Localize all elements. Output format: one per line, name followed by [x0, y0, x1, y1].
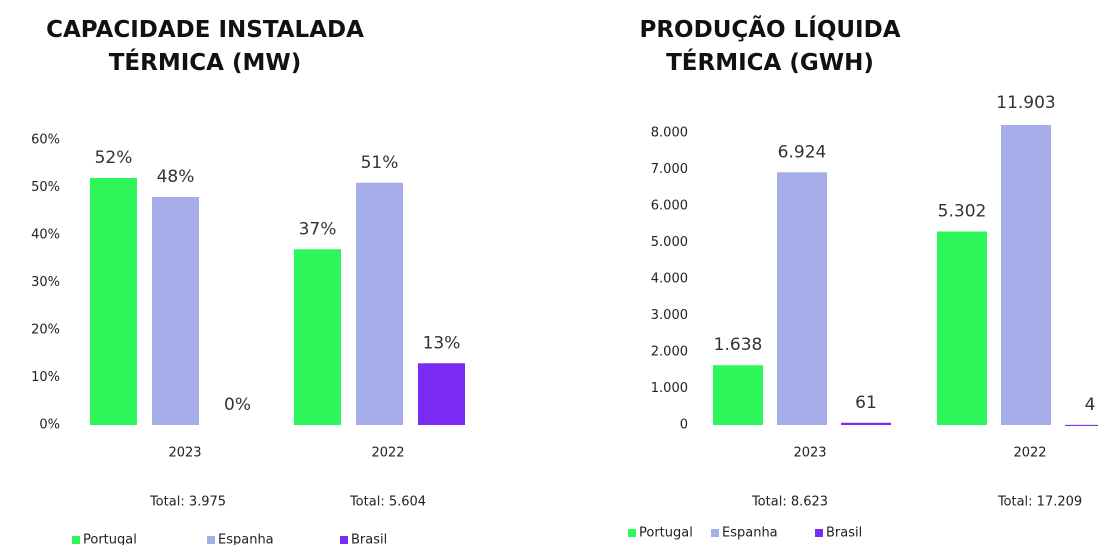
- legend-swatch: [711, 529, 719, 537]
- legend-label: Portugal: [83, 533, 137, 546]
- legend-label: Espanha: [722, 526, 778, 541]
- data-label: 4: [1085, 395, 1096, 415]
- data-label: 11.903: [996, 93, 1055, 113]
- total-label: Total: 3.975: [149, 495, 226, 510]
- data-label: 0%: [224, 395, 251, 415]
- y-tick-label: 10%: [31, 370, 60, 385]
- y-tick-label: 20%: [31, 323, 60, 338]
- bars: [713, 125, 1098, 426]
- data-label: 48%: [157, 167, 195, 187]
- x-tick-label: 2022: [371, 446, 404, 461]
- chart-title: CAPACIDADE INSTALADA TÉRMICA (MW): [46, 17, 364, 76]
- bar: [152, 197, 199, 425]
- y-tick-label: 7.000: [651, 162, 688, 177]
- y-tick-label: 6.000: [651, 199, 688, 214]
- y-tick-label: 30%: [31, 275, 60, 290]
- legend-swatch: [628, 529, 636, 537]
- data-label: 1.638: [714, 335, 763, 355]
- legend-swatch: [72, 536, 80, 544]
- x-tick-label: 2023: [168, 446, 201, 461]
- y-tick-label: 5.000: [651, 235, 688, 250]
- legend-swatch: [340, 536, 348, 544]
- total-label: Total: 17.209: [997, 495, 1082, 510]
- total-label: Total: 5.604: [349, 495, 426, 510]
- total-label: Total: 8.623: [751, 495, 828, 510]
- data-label: 6.924: [778, 142, 827, 162]
- data-label: 61: [855, 393, 877, 413]
- bar: [777, 172, 827, 425]
- legend-swatch: [815, 529, 823, 537]
- legend-label: Espanha: [218, 533, 274, 546]
- x-tick-label: 2022: [1013, 446, 1046, 461]
- bar: [1001, 125, 1051, 426]
- y-tick-label: 60%: [31, 133, 60, 148]
- y-tick-label: 0%: [39, 418, 60, 433]
- data-label: 51%: [361, 153, 399, 173]
- y-tick-label: 40%: [31, 228, 60, 243]
- bar: [418, 363, 465, 425]
- y-tick-label: 3.000: [651, 308, 688, 323]
- bar: [841, 422, 891, 425]
- legend-label: Brasil: [826, 526, 862, 541]
- y-tick-label: 1.000: [651, 381, 688, 396]
- bar: [90, 178, 137, 425]
- y-tick-label: 0: [680, 418, 688, 433]
- bar: [294, 249, 341, 425]
- y-tick-label: 50%: [31, 180, 60, 195]
- title-line: CAPACIDADE INSTALADA: [46, 17, 364, 43]
- data-label: 5.302: [938, 201, 987, 221]
- title-line: TÉRMICA (MW): [109, 48, 302, 76]
- data-label: 37%: [299, 219, 337, 239]
- bar: [1065, 424, 1098, 426]
- title-line: PRODUÇÃO LÍQUIDA: [639, 15, 900, 43]
- bar: [356, 182, 403, 425]
- y-tick-label: 8.000: [651, 126, 688, 141]
- x-tick-label: 2023: [793, 446, 826, 461]
- data-label: 52%: [95, 148, 133, 168]
- y-tick-label: 2.000: [651, 345, 688, 360]
- title-line: TÉRMICA (GWH): [666, 48, 874, 76]
- y-tick-label: 4.000: [651, 272, 688, 287]
- bar: [937, 231, 987, 425]
- legend-swatch: [207, 536, 215, 544]
- data-label: 13%: [423, 333, 461, 353]
- legend-label: Portugal: [639, 526, 693, 541]
- chart-title: PRODUÇÃO LÍQUIDA TÉRMICA (GWH): [639, 15, 900, 76]
- bar: [713, 365, 763, 425]
- legend-label: Brasil: [351, 533, 387, 546]
- bars: [90, 178, 465, 425]
